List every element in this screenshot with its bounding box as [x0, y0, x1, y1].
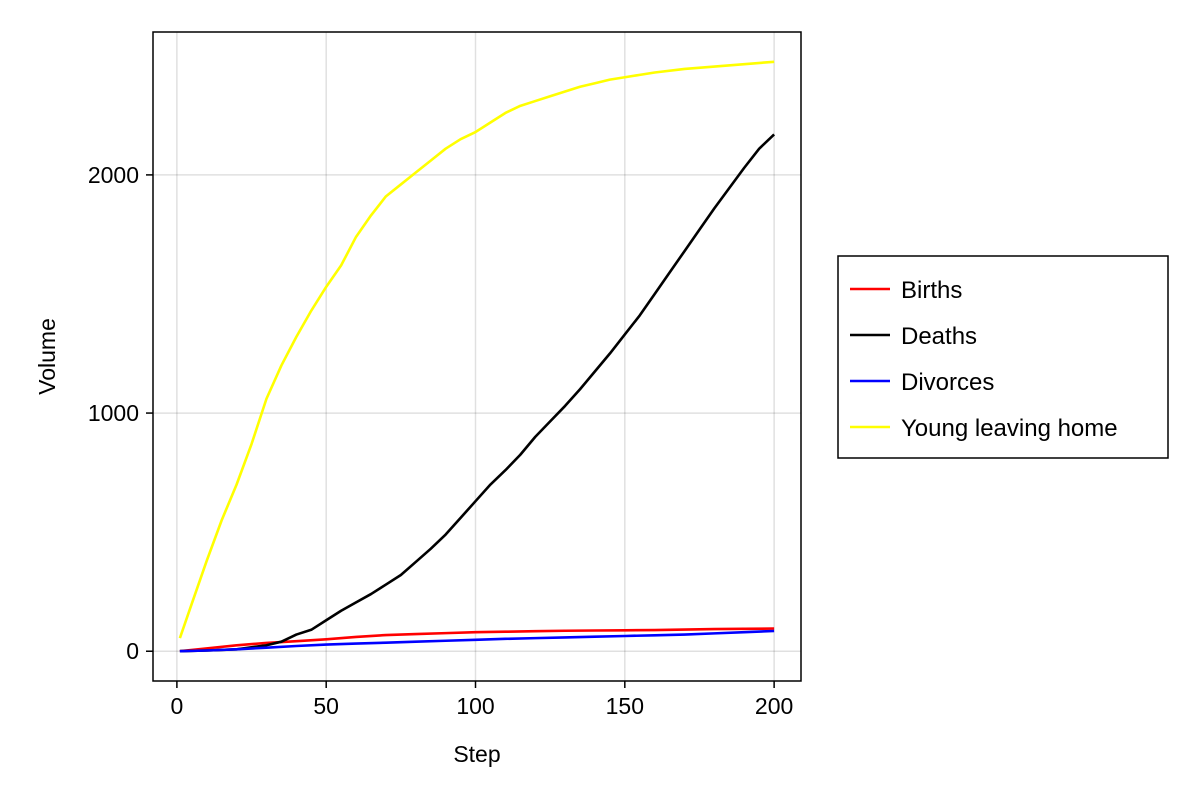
x-tick-label: 200 — [755, 693, 793, 719]
series-line-young-leaving-home — [178, 60, 775, 639]
y-axis-label: Volume — [34, 318, 60, 395]
legend-box — [837, 255, 1169, 459]
plot-frame — [152, 31, 802, 682]
legend-label-divorces: Divorces — [901, 369, 994, 396]
axis-ticks — [146, 174, 775, 688]
x-tick-label: 0 — [170, 693, 183, 719]
legend-label-deaths: Deaths — [901, 323, 977, 350]
grid — [153, 32, 801, 681]
series-line-deaths — [179, 133, 776, 653]
x-tick-label: 150 — [606, 693, 644, 719]
series-line-divorces — [179, 629, 775, 653]
x-tick-label: 100 — [456, 693, 494, 719]
y-tick-label: 2000 — [88, 162, 139, 188]
x-axis-label: Step — [453, 741, 500, 767]
legend-label-young-leaving-home: Young leaving home — [901, 415, 1118, 442]
legend: Births Deaths Divorces Young leaving home — [837, 255, 1169, 459]
y-tick-label: 0 — [126, 638, 139, 664]
series-layer — [178, 60, 776, 653]
y-tick-label: 1000 — [88, 400, 139, 426]
legend-label-births: Births — [901, 277, 962, 304]
x-tick-label: 50 — [313, 693, 339, 719]
